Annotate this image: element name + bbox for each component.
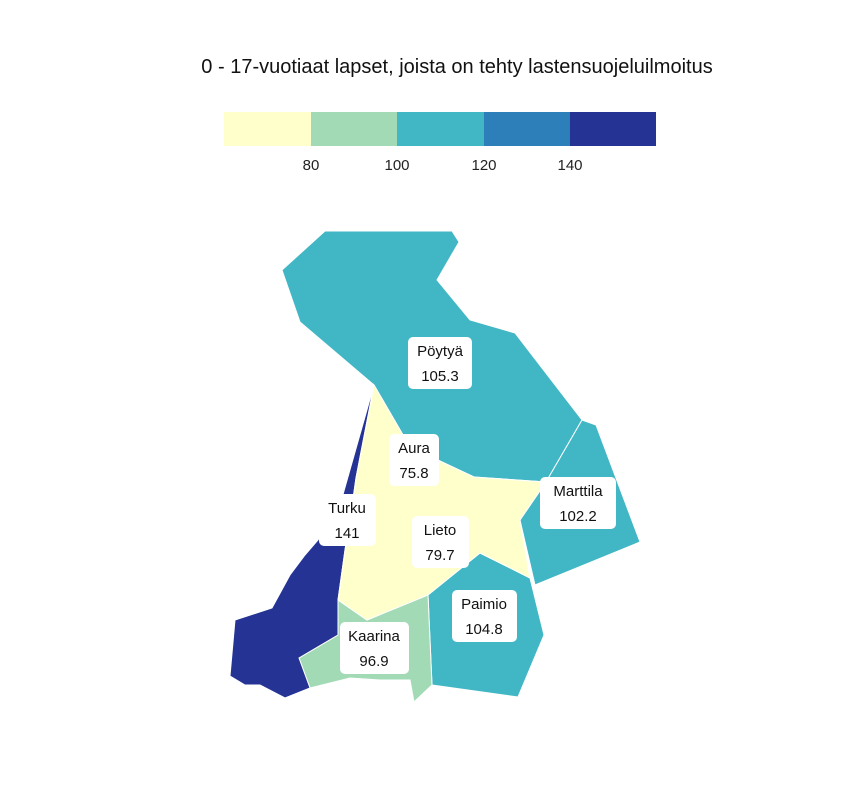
label-box-aura <box>389 434 439 486</box>
label-box-paimio <box>452 590 517 642</box>
label-marttila: Marttila 102.2 <box>540 477 616 529</box>
legend-swatch-2 <box>397 112 484 146</box>
legend-tick-120: 120 <box>471 157 496 174</box>
label-name-marttila: Marttila <box>553 483 603 500</box>
legend: 80 100 120 140 <box>224 112 656 174</box>
legend-tick-140: 140 <box>557 157 582 174</box>
label-poytya: Pöytyä 105.3 <box>408 337 472 389</box>
label-lieto: Lieto 79.7 <box>412 516 469 568</box>
label-name-kaarina: Kaarina <box>348 628 400 645</box>
label-kaarina: Kaarina 96.9 <box>340 622 409 674</box>
label-box-lieto <box>412 516 469 568</box>
legend-swatch-0 <box>224 112 311 146</box>
label-value-aura: 75.8 <box>399 465 428 482</box>
label-value-poytya: 105.3 <box>421 368 459 385</box>
legend-tick-100: 100 <box>384 157 409 174</box>
map-title: 0 - 17-vuotiaat lapset, joista on tehty … <box>201 56 713 78</box>
label-value-kaarina: 96.9 <box>359 653 388 670</box>
label-value-lieto: 79.7 <box>425 547 454 564</box>
label-paimio: Paimio 104.8 <box>452 590 517 642</box>
legend-swatch-4 <box>570 112 656 146</box>
legend-swatch-3 <box>484 112 570 146</box>
label-value-paimio: 104.8 <box>465 621 503 638</box>
label-turku: Turku 141 <box>319 494 376 546</box>
label-box-turku <box>319 494 376 546</box>
label-aura: Aura 75.8 <box>389 434 439 486</box>
label-name-turku: Turku <box>328 500 366 517</box>
label-name-paimio: Paimio <box>461 596 507 613</box>
label-name-poytya: Pöytyä <box>417 343 464 360</box>
region-labels: Pöytyä 105.3 Aura 75.8 Turku 141 Marttil… <box>319 337 616 674</box>
label-value-marttila: 102.2 <box>559 508 597 525</box>
legend-swatch-1 <box>311 112 397 146</box>
label-name-lieto: Lieto <box>424 522 457 539</box>
label-box-marttila <box>540 477 616 529</box>
label-box-poytya <box>408 337 472 389</box>
label-name-aura: Aura <box>398 440 430 457</box>
legend-tick-80: 80 <box>303 157 320 174</box>
label-box-kaarina <box>340 622 409 674</box>
label-value-turku: 141 <box>334 525 359 542</box>
